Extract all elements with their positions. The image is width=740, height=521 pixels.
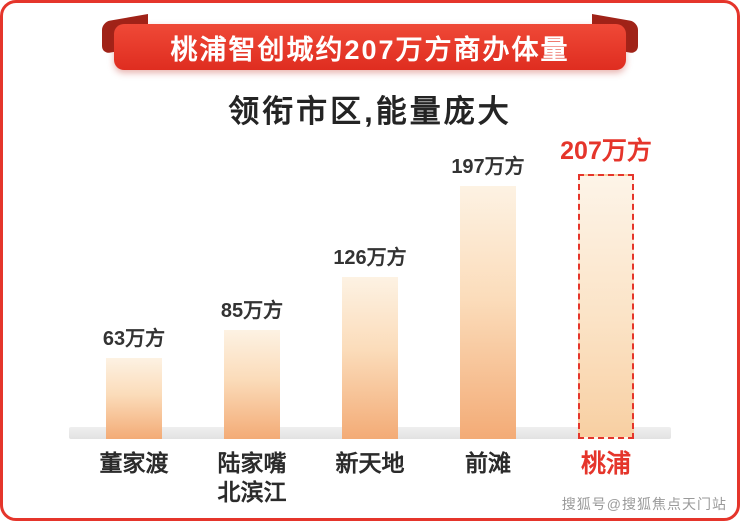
- bar-value-label: 197万方: [451, 156, 525, 178]
- category-label: 陆家嘴 北滨江: [217, 450, 287, 505]
- bar-column: 63万方: [75, 322, 193, 439]
- bar-column: 85万方: [193, 294, 311, 439]
- banner-title: 桃浦智创城约207万方商办体量: [170, 34, 570, 65]
- bar-column: 197万方: [429, 150, 547, 439]
- page-subtitle: 领衔市区,能量庞大: [228, 94, 512, 129]
- bar-chart: 63万方 85万方 126万方 197万方 207万方 董家渡 陆家嘴 北滨江 新天地 前滩 桃…: [69, 137, 671, 507]
- bar: [106, 358, 162, 439]
- bar-value-label: 63万方: [102, 328, 166, 350]
- category-label: 桃浦: [580, 450, 631, 478]
- bar: [224, 330, 280, 439]
- categories-row: 董家渡 陆家嘴 北滨江 新天地 前滩 桃浦: [75, 449, 665, 507]
- bar-column: 207万方: [547, 131, 665, 439]
- bar: [342, 277, 398, 439]
- ribbon-banner-body: 桃浦智创城约207万方商办体量: [114, 24, 626, 70]
- bar: [460, 186, 516, 439]
- category-label: 新天地: [335, 450, 405, 476]
- bar-value-label: 126万方: [333, 247, 407, 269]
- watermark: 搜狐号@搜狐焦点天门站: [561, 496, 727, 512]
- bars-row: 63万方 85万方 126万方 197万方 207万方: [69, 137, 671, 439]
- bar-value-label: 207万方: [560, 137, 652, 165]
- bar-column: 126万方: [311, 241, 429, 439]
- bar-value-label: 85万方: [220, 300, 284, 322]
- category-label: 董家渡: [99, 450, 169, 476]
- ribbon-banner: 桃浦智创城约207万方商办体量: [114, 24, 626, 70]
- bar: [578, 174, 634, 439]
- category-label: 前滩: [465, 450, 511, 476]
